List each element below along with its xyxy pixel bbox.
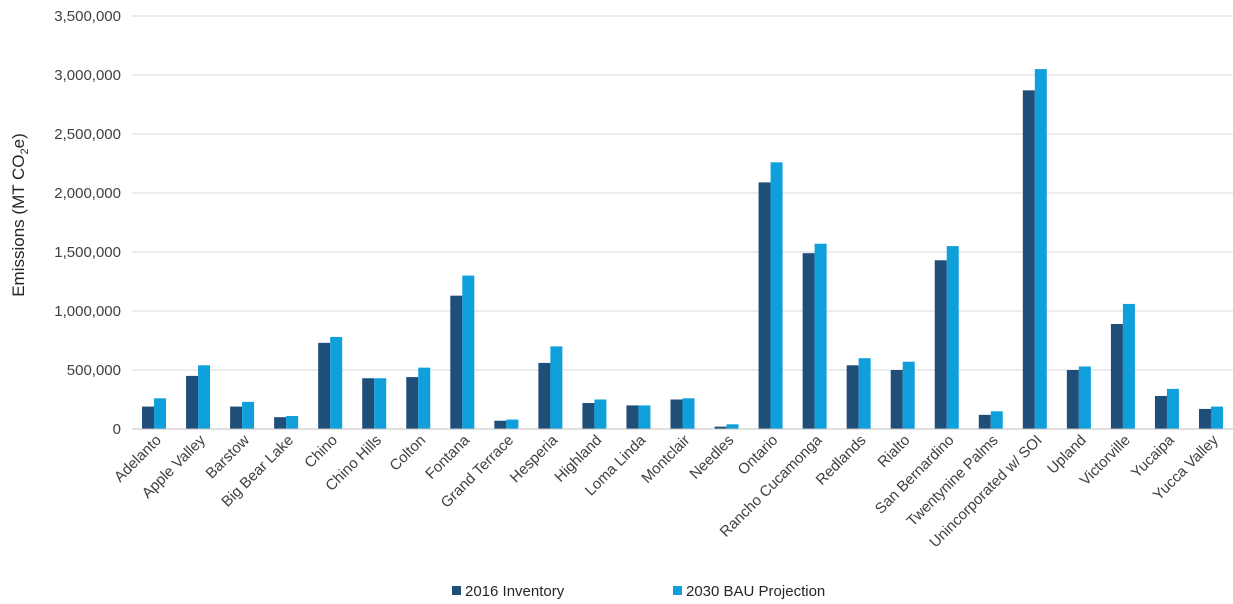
- bar-2016-inventory-fontana: [450, 295, 463, 429]
- bar-2030-bau-projection-needles: [726, 424, 739, 429]
- bars: [142, 69, 1223, 429]
- legend-swatch-2030-bau-projection: [673, 586, 682, 595]
- y-tick-label: 2,500,000: [54, 126, 121, 143]
- bar-2030-bau-projection-colton: [418, 367, 431, 429]
- x-tick-label-chino: Chino: [301, 432, 341, 472]
- bar-2016-inventory-barstow: [230, 406, 243, 429]
- y-axis-ticks: 0 500,000 1,000,000 1,500,000 2,000,000 2,500…: [54, 8, 121, 438]
- bar-2030-bau-projection-rialto: [902, 361, 915, 429]
- bar-2016-inventory-big-bear-lake: [274, 417, 287, 429]
- bar-2030-bau-projection-yucaipa: [1166, 388, 1179, 429]
- y-axis-title: Emissions (MT CO2e): [9, 133, 31, 297]
- x-tick-label-hesperia: Hesperia: [507, 431, 562, 486]
- bar-2016-inventory-ontario: [758, 182, 771, 429]
- legend-label-2016-inventory: 2016 Inventory: [465, 583, 565, 600]
- bar-2030-bau-projection-unincorporated-w-soi: [1034, 69, 1047, 429]
- bar-2016-inventory-victorville: [1110, 323, 1123, 429]
- y-tick-label: 3,000,000: [54, 67, 121, 84]
- bar-2030-bau-projection-rancho-cucamonga: [814, 243, 827, 429]
- bar-2030-bau-projection-san-bernardino: [946, 246, 959, 429]
- bar-2030-bau-projection-victorville: [1122, 303, 1135, 429]
- bar-2030-bau-projection-redlands: [858, 358, 871, 429]
- bar-2030-bau-projection-yucca-valley: [1210, 406, 1223, 429]
- bar-2030-bau-projection-apple-valley: [198, 365, 211, 429]
- bar-2016-inventory-chino-hills: [362, 378, 375, 429]
- legend-label-2030-bau-projection: 2030 BAU Projection: [686, 583, 825, 600]
- bar-2016-inventory-hesperia: [538, 362, 551, 429]
- y-tick-label: 0: [113, 421, 121, 438]
- y-tick-label: 1,500,000: [54, 244, 121, 261]
- bar-2030-bau-projection-upland: [1078, 366, 1091, 429]
- bar-2030-bau-projection-loma-linda: [638, 405, 651, 429]
- bar-2016-inventory-rialto: [890, 370, 903, 429]
- gridlines: [132, 15, 1233, 371]
- bar-2030-bau-projection-adelanto: [154, 398, 167, 429]
- bar-2016-inventory-redlands: [846, 365, 859, 429]
- y-tick-label: 1,000,000: [54, 303, 121, 320]
- bar-2016-inventory-highland: [582, 403, 595, 429]
- x-tick-label-san-bernardino: San Bernardino: [872, 432, 958, 518]
- x-tick-label-needles: Needles: [686, 432, 737, 483]
- bar-2016-inventory-yucaipa: [1154, 395, 1167, 429]
- bar-2016-inventory-colton: [406, 377, 419, 429]
- x-tick-label-rialto: Rialto: [874, 432, 913, 471]
- bar-2016-inventory-san-bernardino: [934, 260, 947, 429]
- bar-2016-inventory-apple-valley: [186, 375, 199, 429]
- bar-2016-inventory-yucca-valley: [1198, 408, 1211, 429]
- y-axis-title-main: Emissions (MT CO: [9, 154, 28, 296]
- bar-2016-inventory-adelanto: [142, 406, 155, 429]
- bar-2030-bau-projection-grand-terrace: [506, 419, 519, 429]
- bar-2030-bau-projection-chino-hills: [374, 378, 387, 429]
- bar-2016-inventory-upland: [1066, 370, 1079, 429]
- bar-2030-bau-projection-chino: [330, 336, 343, 429]
- bar-2016-inventory-twentynine-palms: [978, 414, 991, 429]
- legend-swatch-2016-inventory: [452, 586, 461, 595]
- bar-2016-inventory-grand-terrace: [494, 420, 507, 429]
- bar-2016-inventory-montclair: [670, 399, 683, 429]
- x-tick-label-montclair: Montclair: [638, 432, 693, 487]
- y-axis-title-subscript: 2: [19, 148, 31, 154]
- bar-2016-inventory-rancho-cucamonga: [802, 253, 815, 429]
- bar-2016-inventory-unincorporated-w-soi: [1022, 90, 1035, 429]
- x-tick-label-colton: Colton: [386, 432, 429, 475]
- bar-2030-bau-projection-montclair: [682, 398, 695, 429]
- bar-2030-bau-projection-highland: [594, 399, 607, 429]
- bar-2030-bau-projection-twentynine-palms: [990, 411, 1003, 429]
- bar-2030-bau-projection-big-bear-lake: [286, 416, 299, 429]
- bar-2016-inventory-chino: [318, 342, 331, 429]
- y-tick-label: 2,000,000: [54, 185, 121, 202]
- legend: 2016 Inventory 2030 BAU Projection: [452, 583, 825, 600]
- bar-2030-bau-projection-barstow: [242, 401, 255, 429]
- bar-2030-bau-projection-ontario: [770, 162, 783, 429]
- y-axis-title-end: e): [9, 133, 28, 148]
- bar-2030-bau-projection-hesperia: [550, 346, 563, 429]
- bar-2016-inventory-loma-linda: [626, 405, 639, 429]
- y-tick-label: 500,000: [67, 362, 121, 379]
- y-tick-label: 3,500,000: [54, 8, 121, 25]
- bar-2016-inventory-needles: [714, 426, 727, 429]
- bar-2030-bau-projection-fontana: [462, 275, 475, 429]
